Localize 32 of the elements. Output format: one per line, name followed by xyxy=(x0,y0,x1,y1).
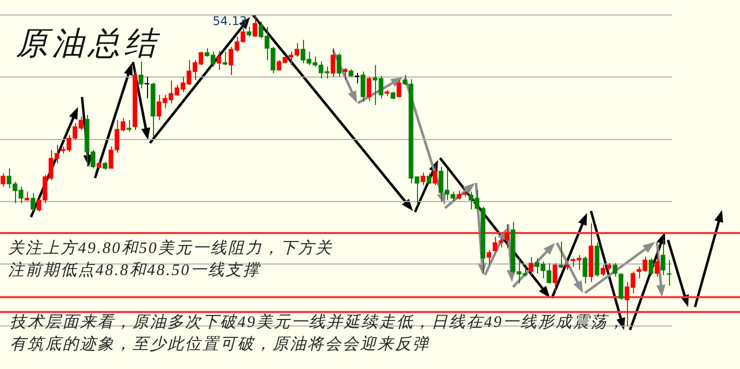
candlestick xyxy=(582,256,588,284)
candlestick xyxy=(330,48,336,78)
annotation: 54.13 xyxy=(212,14,247,28)
candlestick xyxy=(504,224,510,249)
candlestick xyxy=(342,68,348,80)
candlestick xyxy=(252,14,258,38)
candlestick xyxy=(558,241,564,269)
candlestick xyxy=(654,250,660,278)
candlestick xyxy=(246,26,252,38)
candlestick xyxy=(354,72,360,84)
candlestick xyxy=(138,61,144,89)
candlestick xyxy=(336,52,342,78)
candlestick xyxy=(396,80,402,98)
candlestick xyxy=(432,164,438,186)
candlestick xyxy=(660,239,666,276)
candlestick xyxy=(216,50,222,71)
candlestick xyxy=(552,262,558,292)
candlestick xyxy=(0,172,6,188)
candlestick xyxy=(426,172,432,184)
candlestick xyxy=(366,76,372,102)
annotation: 关注上方49.80和50美元一线阻力，下方关注前期低点48.8和48.50一线支撑 xyxy=(8,238,334,281)
candlestick xyxy=(420,172,426,186)
candlestick xyxy=(648,258,654,276)
annotation: 技术层面来看，原油多次下破49美元一线并延续走低，日线在49一线形成震荡，有筑底的迹象，至少此位置可破，原油将会会迎来反弹 xyxy=(10,312,626,355)
candlestick xyxy=(30,192,36,212)
chart-title: 原油总结 xyxy=(16,24,160,63)
candlestick xyxy=(486,250,492,266)
candlestick xyxy=(528,256,534,276)
candlestick xyxy=(360,71,366,102)
candlestick xyxy=(222,51,228,66)
candlestick xyxy=(144,76,150,99)
candlestick xyxy=(126,120,132,132)
